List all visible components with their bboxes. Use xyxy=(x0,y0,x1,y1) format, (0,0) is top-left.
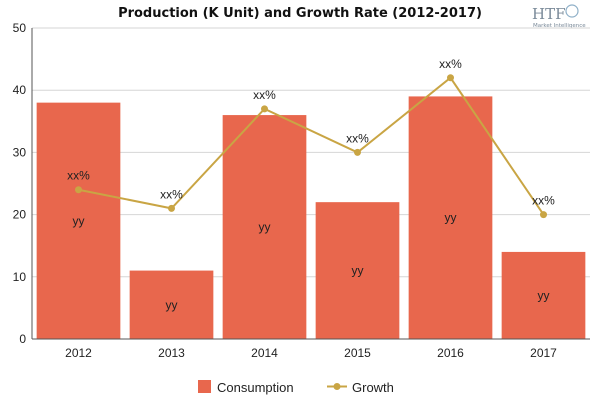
x-tick-label: 2015 xyxy=(344,346,371,360)
data-labels: yy yy yy yy yy yy xx% xx% xx% xx% xx% xx% xyxy=(67,57,555,312)
growth-value-label: xx% xyxy=(346,131,369,145)
growth-point xyxy=(261,105,268,113)
legend-consumption-label: Consumption xyxy=(217,380,294,395)
x-tick-label: 2014 xyxy=(251,346,278,360)
x-tick-label: 2016 xyxy=(437,346,464,360)
y-tick-label: 0 xyxy=(19,332,26,346)
growth-line xyxy=(75,74,547,219)
growth-value-label: xx% xyxy=(253,88,276,102)
bar-value-label: yy xyxy=(445,211,457,225)
bar xyxy=(36,102,121,339)
growth-value-label: xx% xyxy=(439,57,462,71)
x-tick-label: 2012 xyxy=(65,346,92,360)
growth-value-label: xx% xyxy=(67,169,90,183)
bar xyxy=(501,251,586,339)
legend-growth-marker xyxy=(333,383,341,390)
y-tick-label: 20 xyxy=(13,208,27,222)
axes: 0 10 20 30 40 50 2012 2013 2014 2015 2016 2017 xyxy=(13,21,590,360)
bar xyxy=(315,202,400,339)
x-tick-label: 2013 xyxy=(158,346,185,360)
bar xyxy=(408,96,493,339)
bar xyxy=(129,270,214,339)
legend-growth-label: Growth xyxy=(352,380,394,395)
growth-point xyxy=(447,74,454,82)
growth-point xyxy=(75,186,82,194)
growth-point xyxy=(354,148,361,156)
bar-value-label: yy xyxy=(538,288,550,302)
chart-title: Production (K Unit) and Growth Rate (201… xyxy=(118,6,482,21)
bar xyxy=(222,115,307,339)
growth-point xyxy=(168,204,175,212)
logo-subtext: Market Intelligence xyxy=(533,23,586,29)
grid xyxy=(32,27,590,278)
logo-globe-icon xyxy=(565,4,579,18)
y-tick-label: 10 xyxy=(13,270,27,284)
growth-point xyxy=(540,211,547,219)
growth-value-label: xx% xyxy=(532,194,555,208)
htf-logo: HTF Market Intelligence xyxy=(532,4,586,29)
bar-value-label: yy xyxy=(166,298,178,312)
y-tick-label: 40 xyxy=(13,83,27,97)
legend: Consumption Growth xyxy=(198,380,394,395)
legend-consumption-swatch xyxy=(198,380,211,393)
bars xyxy=(36,96,586,339)
bar-value-label: yy xyxy=(259,220,271,234)
logo-text: HTF xyxy=(532,5,566,23)
growth-value-label: xx% xyxy=(160,187,183,201)
growth-line-path xyxy=(78,76,545,216)
x-tick-label: 2017 xyxy=(530,346,557,360)
bar-value-label: yy xyxy=(73,214,85,228)
y-tick-label: 50 xyxy=(13,21,27,35)
bar-value-label: yy xyxy=(352,264,364,278)
y-tick-label: 30 xyxy=(13,145,27,159)
